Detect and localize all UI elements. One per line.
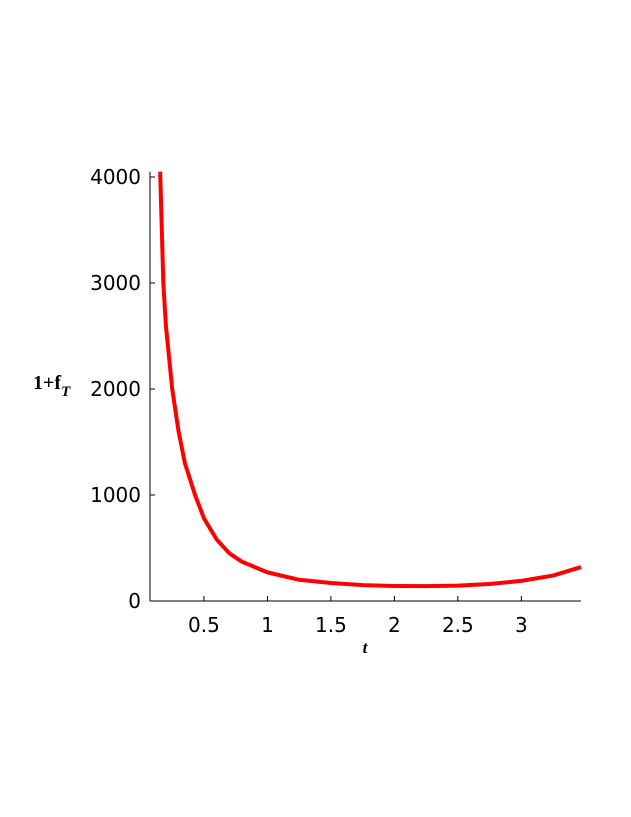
x-tick-label: 1.5 <box>315 613 347 637</box>
x-tick-label: 2.5 <box>442 613 474 637</box>
y-tick-label: 1000 <box>90 483 141 507</box>
x-tick-label: 1 <box>261 613 274 637</box>
y-tick-label: 4000 <box>90 165 141 189</box>
y-axis-label: 1+fT <box>33 372 71 400</box>
y-tick-label: 3000 <box>90 271 141 295</box>
y-axis-label-sub: T <box>61 384 71 400</box>
x-tick-label: 2 <box>388 613 401 637</box>
x-tick-label: 0.5 <box>188 613 220 637</box>
y-axis-label-main: 1+f <box>33 372 61 394</box>
x-axis-label: t <box>363 638 369 657</box>
line-series <box>158 171 582 589</box>
x-tick-label: 3 <box>515 613 528 637</box>
y-tick-label: 0 <box>128 589 141 613</box>
y-tick-label: 2000 <box>90 377 141 401</box>
